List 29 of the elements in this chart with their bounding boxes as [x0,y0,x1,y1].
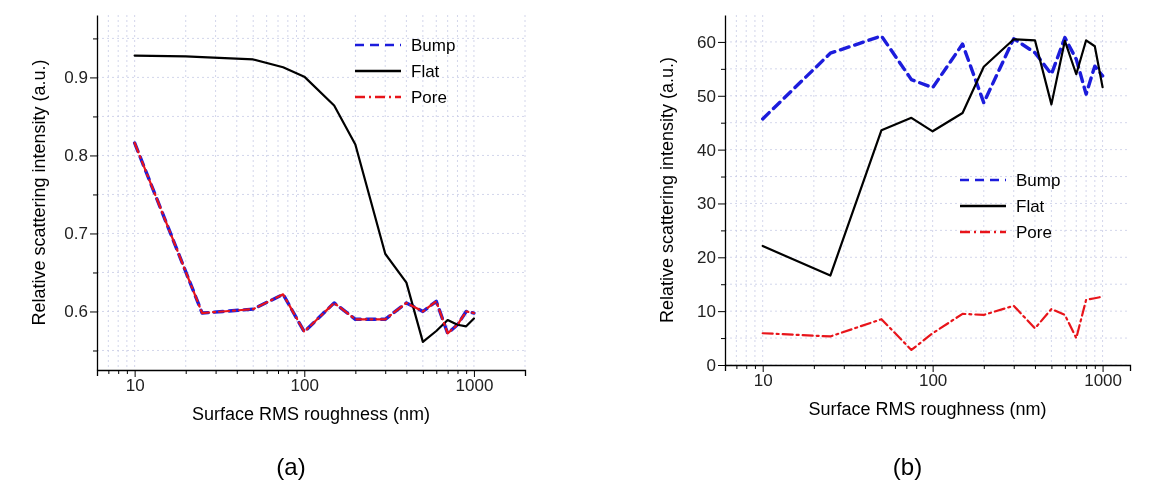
x-axis-title: Surface RMS roughness (nm) [191,404,431,424]
y-tick-label: 30 [697,194,716,214]
y-tick-label: 0.8 [64,146,88,166]
y-axis-title: Relative scattering intensity (a.u.) [657,56,677,324]
legend-label: Pore [1016,223,1052,242]
legend-label: Bump [1016,171,1061,190]
x-tick-label: 10 [125,376,145,396]
text: (a) [276,453,306,480]
legend-label: Flat [411,62,440,81]
y-axis-title: Relative scattering intensity (a.u.) [29,59,49,326]
legend-label: Bump [411,36,456,55]
y-tick-label: 0.6 [64,302,88,322]
y-tick-label: 0 [706,355,716,375]
x-tick-label: 10 [753,371,773,391]
x-tick-label: 100 [918,371,948,391]
legend-label: Pore [411,88,447,107]
x-tick-label: 100 [290,376,319,396]
x-tick-label: 1000 [1084,371,1122,391]
y-tick-label: 0.7 [64,224,88,244]
x-axis-title: Surface RMS roughness (nm) [808,399,1047,419]
legend-label: Flat [1016,197,1045,216]
y-tick-label: 60 [697,32,716,52]
y-tick-label: 20 [697,248,716,268]
y-tick-label: 0.9 [64,68,88,88]
y-tick-label: 10 [697,302,716,322]
text: (b) [892,453,923,480]
x-tick-label: 1000 [455,376,494,396]
y-tick-label: 50 [697,86,716,106]
y-tick-label: 40 [697,140,716,160]
